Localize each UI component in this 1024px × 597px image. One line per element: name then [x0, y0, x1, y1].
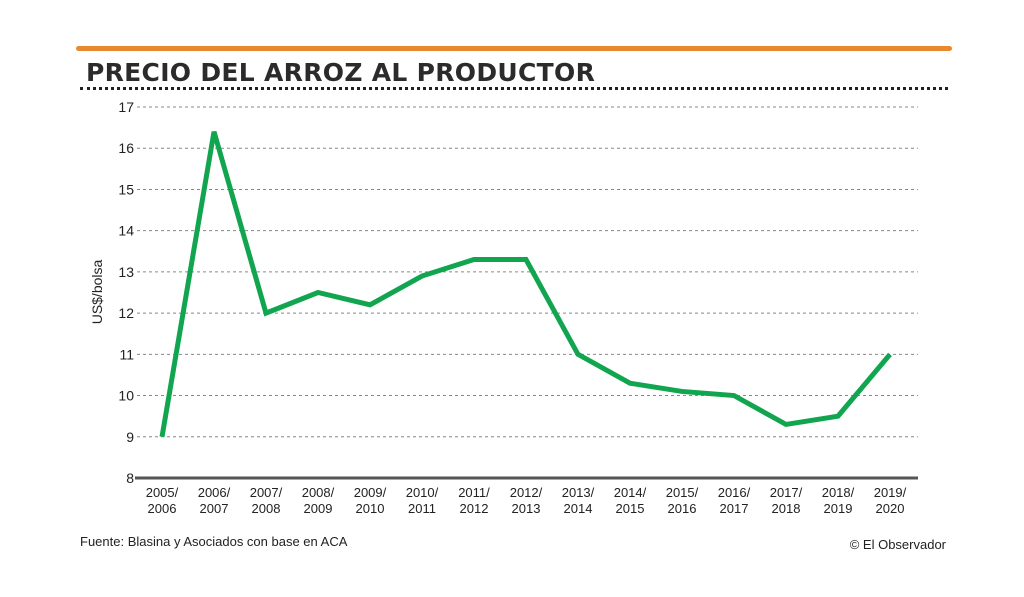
x-tick-label: 2013: [512, 501, 541, 516]
x-tick-label: 2005/: [146, 485, 179, 500]
x-tick-label: 2015: [616, 501, 645, 516]
top-accent-bar: [76, 46, 952, 51]
x-tick-label: 2014: [564, 501, 593, 516]
y-tick-label: 12: [118, 305, 134, 321]
source-note: Fuente: Blasina y Asociados con base en …: [80, 534, 348, 549]
y-tick-label: 10: [118, 388, 134, 404]
x-tick-label: 2013/: [562, 485, 595, 500]
x-tick-label: 2012: [460, 501, 489, 516]
y-tick-label: 15: [118, 181, 134, 197]
x-tick-label: 2020: [876, 501, 905, 516]
x-tick-label: 2016/: [718, 485, 751, 500]
y-tick-label: 11: [119, 346, 134, 362]
x-tick-label: 2007/: [250, 485, 283, 500]
x-tick-label: 2019/: [874, 485, 907, 500]
x-tick-label: 2011/: [458, 485, 490, 500]
y-tick-label: 13: [118, 264, 134, 280]
y-tick-label: 16: [118, 140, 134, 156]
x-tick-label: 2008: [252, 501, 281, 516]
x-tick-label: 2017: [720, 501, 749, 516]
y-tick-label: 14: [118, 223, 134, 239]
y-tick-label: 9: [126, 429, 134, 445]
credit: © El Observador: [849, 537, 946, 552]
x-tick-label: 2007: [200, 501, 229, 516]
x-tick-label: 2010/: [406, 485, 439, 500]
x-tick-label: 2006: [148, 501, 177, 516]
x-tick-label: 2008/: [302, 485, 335, 500]
y-axis-label: US$/bolsa: [89, 259, 105, 324]
x-tick-label: 2011: [408, 501, 436, 516]
title-divider: [80, 87, 948, 90]
x-tick-label: 2018: [772, 501, 801, 516]
x-tick-label: 2009: [304, 501, 333, 516]
x-tick-label: 2017/: [770, 485, 803, 500]
y-tick-label: 17: [118, 99, 134, 115]
x-tick-label: 2010: [356, 501, 385, 516]
x-tick-label: 2018/: [822, 485, 855, 500]
chart-title: PRECIO DEL ARROZ AL PRODUCTOR: [86, 58, 596, 87]
x-tick-label: 2019: [824, 501, 853, 516]
x-tick-label: 2009/: [354, 485, 387, 500]
x-tick-label: 2006/: [198, 485, 231, 500]
y-tick-label: 8: [126, 470, 134, 486]
price-line: [159, 131, 892, 438]
x-tick-label: 2015/: [666, 485, 699, 500]
x-tick-label: 2012/: [510, 485, 543, 500]
x-tick-label: 2016: [668, 501, 697, 516]
x-tick-label: 2014/: [614, 485, 647, 500]
